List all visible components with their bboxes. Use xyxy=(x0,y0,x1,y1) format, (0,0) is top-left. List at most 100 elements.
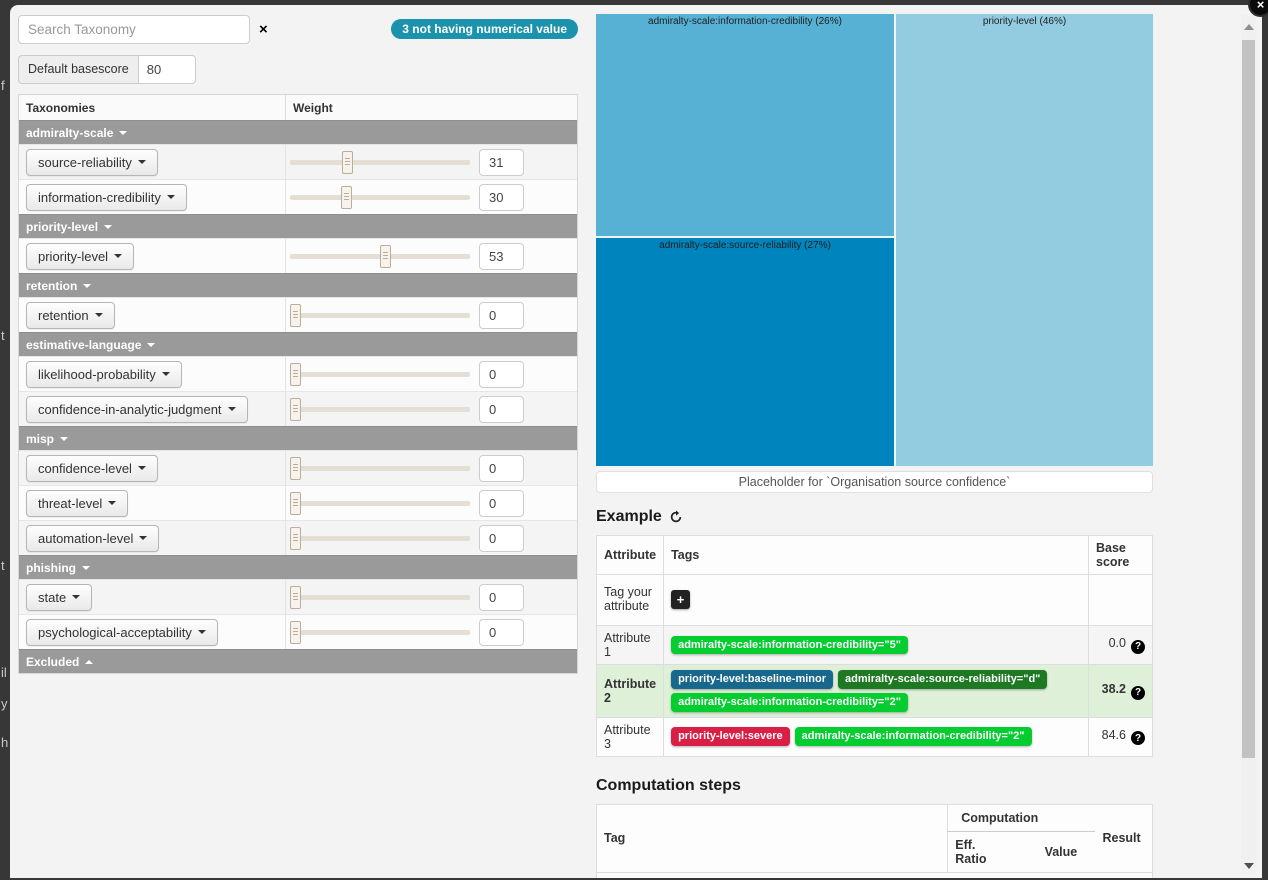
taxonomy-group-header-misp[interactable]: misp xyxy=(19,426,577,450)
caret-down-icon xyxy=(114,254,123,258)
weight-slider[interactable] xyxy=(290,620,470,644)
caret-down-icon xyxy=(197,630,206,634)
weight-input[interactable] xyxy=(479,489,524,517)
weight-slider[interactable] xyxy=(290,585,470,609)
weight-slider[interactable] xyxy=(290,456,470,480)
weight-slider[interactable] xyxy=(290,397,470,421)
weight-slider[interactable] xyxy=(290,244,470,268)
weight-input[interactable] xyxy=(479,242,524,270)
tag-pill[interactable]: admiralty-scale:source-reliability="d" xyxy=(838,670,1048,689)
eff-ratio-column-header: Eff. Ratio xyxy=(947,831,1010,873)
slider-handle[interactable] xyxy=(379,244,391,268)
search-input[interactable] xyxy=(18,14,250,44)
computation-column-header: Computation xyxy=(947,804,1096,832)
question-circle-icon[interactable]: ? xyxy=(1131,685,1145,700)
modal-close-button[interactable]: × xyxy=(1248,0,1268,17)
example-row-attribute-2: Attribute 2 priority-level:baseline-mino… xyxy=(595,664,1153,718)
slider-handle[interactable] xyxy=(290,491,301,515)
weight-input[interactable] xyxy=(479,395,524,423)
caret-up-icon xyxy=(85,659,94,664)
group-name: retention xyxy=(26,278,78,293)
slider-handle[interactable] xyxy=(342,150,354,174)
taxonomy-group-header-priority-level[interactable]: priority-level xyxy=(19,214,577,238)
weight-slider[interactable] xyxy=(290,303,470,327)
caret-down-icon xyxy=(227,407,236,411)
slider-handle[interactable] xyxy=(290,362,301,386)
modal-scrollbar[interactable] xyxy=(1241,15,1256,875)
taxonomy-name: confidence-in-analytic-judgment xyxy=(38,401,222,417)
clear-search-icon[interactable]: × xyxy=(259,20,268,38)
excluded-group-header[interactable]: Excluded xyxy=(19,649,577,673)
computation-steps-title: Computation steps xyxy=(596,777,1153,795)
caret-down-icon xyxy=(119,130,128,135)
operator: * xyxy=(1010,872,1038,878)
group-name: Excluded xyxy=(26,654,80,669)
taxonomy-select-button[interactable]: information-credibility xyxy=(26,183,187,211)
question-circle-icon[interactable]: ? xyxy=(1131,639,1145,654)
slider-track xyxy=(290,194,470,200)
weight-slider[interactable] xyxy=(290,150,470,174)
weight-input[interactable] xyxy=(479,524,524,552)
treemap-block-source-reliability[interactable]: admiralty-scale:source-reliability (27%) xyxy=(596,238,894,466)
caret-down-icon xyxy=(94,313,103,317)
taxonomy-group-header-admiralty-scale[interactable]: admiralty-scale xyxy=(19,120,577,144)
taxonomy-select-button[interactable]: state xyxy=(26,583,93,611)
tag-pill[interactable]: priority-level:severe xyxy=(671,727,790,747)
tag-pill[interactable]: admiralty-scale:information-credibility=… xyxy=(671,635,908,655)
default-basescore-input[interactable] xyxy=(137,55,196,84)
taxonomy-select-button[interactable]: confidence-in-analytic-judgment xyxy=(26,395,248,423)
taxonomy-select-button[interactable]: source-reliability xyxy=(26,148,158,176)
weight-input[interactable] xyxy=(479,360,524,388)
background-text-fragment: t xyxy=(1,328,5,343)
taxonomy-row: retention xyxy=(19,297,577,332)
caret-down-icon xyxy=(72,595,81,599)
question-circle-icon[interactable]: ? xyxy=(1131,731,1145,746)
weight-input[interactable] xyxy=(479,183,524,211)
weight-slider[interactable] xyxy=(290,185,470,209)
treemap-block-priority-level[interactable]: priority-level (46%) xyxy=(896,14,1153,466)
not-numerical-badge: 3 not having numerical value xyxy=(391,19,578,39)
taxonomy-select-button[interactable]: likelihood-probability xyxy=(26,360,182,388)
tag-pill[interactable]: admiralty-scale:information-credibility=… xyxy=(671,692,908,712)
weight-input[interactable] xyxy=(479,148,524,176)
scrollbar-thumb[interactable] xyxy=(1242,40,1255,758)
tag-pill[interactable]: priority-level:baseline-minor xyxy=(671,670,834,689)
slider-handle[interactable] xyxy=(290,526,301,550)
weight-input[interactable] xyxy=(479,583,524,611)
slider-handle[interactable] xyxy=(290,397,301,421)
weight-input[interactable] xyxy=(479,454,524,482)
slider-handle[interactable] xyxy=(340,185,352,209)
caret-down-icon xyxy=(139,536,148,540)
caret-down-icon xyxy=(161,372,170,376)
weight-input[interactable] xyxy=(479,301,524,329)
taxonomy-select-button[interactable]: retention xyxy=(26,301,115,329)
taxonomy-select-button[interactable]: psychological-acceptability xyxy=(26,618,218,646)
caret-down-icon xyxy=(104,224,113,229)
add-tag-button[interactable]: + xyxy=(671,589,691,609)
taxonomy-group-header-estimative-language[interactable]: estimative-language xyxy=(19,332,577,356)
slider-handle[interactable] xyxy=(290,620,301,644)
slider-handle[interactable] xyxy=(290,456,301,480)
slider-handle[interactable] xyxy=(290,585,301,609)
taxonomy-select-button[interactable]: priority-level xyxy=(26,242,135,270)
scrollbar-down-arrow[interactable] xyxy=(1244,863,1254,869)
scrollbar-up-arrow[interactable] xyxy=(1244,24,1254,30)
taxonomy-group-header-retention[interactable]: retention xyxy=(19,273,577,297)
tag-pill[interactable]: admiralty-scale:information-credibility=… xyxy=(794,727,1032,747)
slider-handle[interactable] xyxy=(290,303,301,327)
caret-down-icon xyxy=(83,283,92,288)
weight-slider[interactable] xyxy=(290,491,470,515)
refresh-icon[interactable] xyxy=(669,510,683,524)
example-table: Attribute Tags Base score Tag your attri… xyxy=(595,535,1153,757)
taxonomy-select-button[interactable]: automation-level xyxy=(26,524,160,552)
attribute-label: Attribute 3 xyxy=(595,716,665,757)
example-row-attribute-3: Attribute 3 priority-level:severe admira… xyxy=(595,716,1153,757)
taxonomy-select-button[interactable]: confidence-level xyxy=(26,454,158,482)
weight-slider[interactable] xyxy=(290,526,470,550)
treemap-block-information-credibility[interactable]: admiralty-scale:information-credibility … xyxy=(596,14,894,236)
weight-input[interactable] xyxy=(479,618,524,646)
weight-slider[interactable] xyxy=(290,362,470,386)
org-source-confidence-placeholder: Placeholder for `Organisation source con… xyxy=(596,471,1153,493)
taxonomy-group-header-phishing[interactable]: phishing xyxy=(19,555,577,579)
taxonomy-select-button[interactable]: threat-level xyxy=(26,489,129,517)
